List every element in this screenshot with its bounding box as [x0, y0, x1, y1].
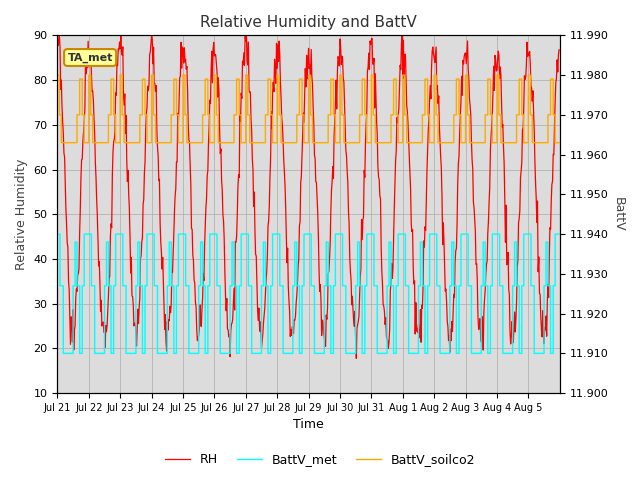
BattV_met [60, 350, 67, 356]
RH [360, 168, 368, 173]
BattV_met [113, 231, 121, 237]
RH [556, 47, 563, 53]
BattV_met [230, 283, 238, 288]
X-axis label: Time: Time [293, 419, 324, 432]
BattV_soilco2 [249, 140, 257, 145]
BattV_soilco2 [113, 140, 121, 145]
BattV_soilco2 [388, 112, 396, 118]
BattV_soilco2 [58, 140, 65, 145]
RH [248, 156, 256, 162]
RH [205, 140, 212, 145]
Title: Relative Humidity and BattV: Relative Humidity and BattV [200, 15, 417, 30]
BattV_soilco2 [205, 112, 213, 118]
RH [54, 33, 61, 38]
RH [113, 92, 120, 98]
BattV_soilco2 [230, 112, 238, 118]
Legend: RH, BattV_met, BattV_soilco2: RH, BattV_met, BattV_soilco2 [159, 448, 481, 471]
Y-axis label: BattV: BattV [612, 197, 625, 231]
BattV_met [388, 283, 396, 288]
BattV_soilco2 [54, 72, 61, 78]
RH [388, 276, 396, 281]
BattV_soilco2 [360, 76, 368, 82]
BattV_met [54, 231, 61, 237]
BattV_soilco2 [556, 140, 563, 145]
Text: TA_met: TA_met [67, 52, 113, 63]
Y-axis label: Relative Humidity: Relative Humidity [15, 158, 28, 270]
BattV_met [249, 350, 257, 356]
BattV_met [205, 283, 213, 288]
Line: RH: RH [58, 36, 559, 359]
Line: BattV_met: BattV_met [58, 234, 559, 353]
RH [353, 356, 360, 361]
BattV_met [360, 350, 368, 356]
Line: BattV_soilco2: BattV_soilco2 [58, 75, 559, 143]
RH [230, 301, 237, 307]
BattV_met [556, 231, 563, 237]
